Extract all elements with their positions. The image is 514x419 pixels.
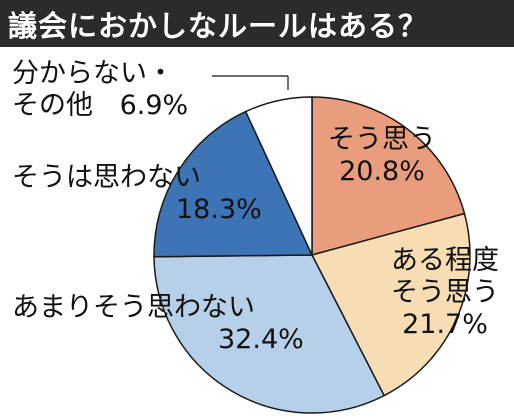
- chart-title: 議会におかしなルールはある？: [0, 0, 514, 47]
- slice-name-line1: 分からない・: [12, 58, 174, 89]
- slice-name-part: その他: [12, 89, 93, 121]
- pie-slice-2: [153, 254, 386, 414]
- slice-name-line1: ある程度: [391, 245, 499, 276]
- slice-value: 6.9%: [119, 89, 189, 121]
- slice-value: 18.3%: [176, 193, 262, 225]
- pie-slice-0: [311, 96, 466, 256]
- slice-value: 21.7%: [402, 308, 488, 340]
- slice-label-sou-omou: そう思う 20.8%: [322, 124, 442, 188]
- slice-label-souwa: そうは思わない 18.3%: [12, 162, 262, 226]
- slice-name: そうは思わない: [12, 162, 201, 193]
- pie-slice-1: [310, 212, 471, 397]
- slice-name: あまりそう思わない: [12, 292, 255, 323]
- slice-name-line2: その他 6.9%: [12, 90, 188, 122]
- slice-name-line2: そう思う: [391, 276, 499, 308]
- pie-slice-3: [153, 110, 314, 258]
- slice-label-aru-teido: ある程度 そう思う 21.7%: [378, 245, 512, 341]
- slice-label-wakaranai: 分からない・ その他 6.9%: [12, 58, 188, 122]
- slice-label-amari: あまりそう思わない 32.4%: [12, 292, 304, 356]
- slice-value: 20.8%: [339, 155, 425, 187]
- slice-value: 32.4%: [218, 323, 304, 355]
- pie-slice-4: [244, 96, 313, 256]
- slice-name: そう思う: [328, 124, 436, 155]
